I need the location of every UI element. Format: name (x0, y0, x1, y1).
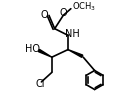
Text: O: O (60, 8, 68, 18)
Polygon shape (68, 50, 83, 57)
Text: HO: HO (25, 44, 40, 54)
Text: OCH$_3$: OCH$_3$ (72, 1, 96, 13)
Polygon shape (38, 49, 52, 57)
Text: O: O (41, 10, 49, 20)
Text: Cl: Cl (36, 79, 45, 89)
Text: NH: NH (65, 29, 80, 39)
